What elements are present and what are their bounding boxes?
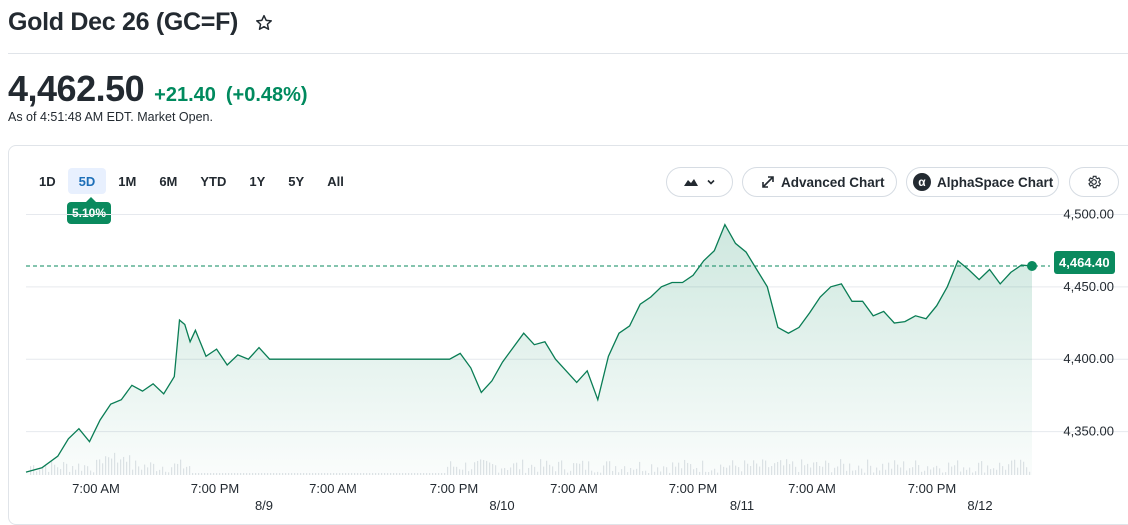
alphaspace-logo-icon: α [913,173,931,191]
date-tick-label: 8/11 [730,498,754,513]
alphaspace-chart-label: AlphaSpace Chart [937,174,1054,190]
quote-price-row: 4,462.50 +21.40 (+0.48%) [8,68,308,110]
star-icon[interactable] [254,13,274,33]
x-tick-label: 7:00 PM [908,481,956,496]
gear-icon [1088,175,1102,189]
x-tick-label: 7:00 AM [788,481,836,496]
range-ytd[interactable]: YTD [200,173,227,189]
range-6m[interactable]: 6M [159,173,178,189]
range-5d[interactable]: 5D [67,168,107,194]
mountain-chart-icon [683,179,698,186]
range-selector: 1D 5D 1M 6M YTD 1Y 5Y All [28,168,356,194]
advanced-chart-label: Advanced Chart [781,174,885,190]
alphaspace-chart-button[interactable]: α AlphaSpace Chart [906,167,1059,197]
chart-settings-button[interactable] [1069,167,1119,197]
chart-type-button[interactable] [666,167,733,197]
x-tick-label: 7:00 PM [191,481,239,496]
page-title: Gold Dec 26 (GC=F) [8,8,239,36]
advanced-chart-button[interactable]: Advanced Chart [742,167,897,197]
x-tick-label: 7:00 AM [309,481,357,496]
x-tick-label: 7:00 AM [72,481,120,496]
header-divider [8,53,1128,54]
x-tick-label: 7:00 AM [550,481,598,496]
quote-change: +21.40 [154,84,216,106]
current-price-tag: 4,464.40 [1054,251,1115,274]
date-tick-label: 8/9 [255,498,273,513]
x-tick-label: 7:00 PM [430,481,478,496]
title-row: Gold Dec 26 (GC=F) [8,8,274,37]
range-1y[interactable]: 1Y [249,173,266,189]
range-change-badge: 5.10% [67,197,112,224]
y-tick-label: 4,450.00 [1063,279,1114,294]
price-line [25,223,1033,473]
y-tick-label: 4,400.00 [1063,351,1114,366]
y-tick-label: 4,350.00 [1063,424,1114,439]
quote-price: 4,462.50 [8,68,145,109]
range-1d[interactable]: 1D [39,173,56,189]
range-1m[interactable]: 1M [118,173,137,189]
y-tick-label: 4,500.00 [1063,206,1114,221]
range-5y[interactable]: 5Y [288,173,305,189]
last-price-dot [1027,261,1037,271]
expand-icon [762,176,774,188]
date-tick-label: 8/12 [967,498,992,513]
price-area [26,224,1032,475]
market-status: As of 4:51:48 AM EDT. Market Open. [8,110,213,124]
x-tick-label: 7:00 PM [669,481,717,496]
range-all[interactable]: All [327,173,344,189]
quote-change-percent: (+0.48%) [225,84,308,106]
chevron-down-icon [706,179,715,185]
date-tick-label: 8/10 [489,498,514,513]
